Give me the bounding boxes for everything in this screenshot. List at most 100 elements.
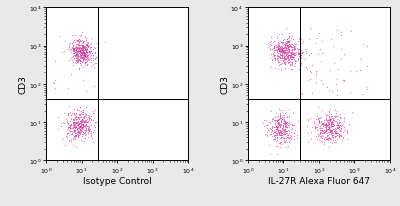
Point xyxy=(298,49,304,52)
Point xyxy=(281,140,288,143)
Point xyxy=(71,120,78,124)
Point xyxy=(76,44,83,48)
Point xyxy=(282,122,289,125)
Point xyxy=(275,145,282,148)
Point xyxy=(90,129,97,132)
Point xyxy=(68,139,74,143)
Point xyxy=(337,116,344,119)
Point xyxy=(275,43,281,46)
Point xyxy=(80,48,86,52)
Point xyxy=(288,49,295,53)
Point xyxy=(331,62,337,66)
Point xyxy=(286,49,292,52)
Point xyxy=(91,46,98,49)
Point xyxy=(79,52,85,55)
Point xyxy=(80,123,86,126)
Point xyxy=(72,129,78,132)
Point xyxy=(274,125,281,129)
Point xyxy=(329,134,336,137)
Point xyxy=(92,121,99,124)
Point xyxy=(315,118,322,121)
Point xyxy=(82,47,88,51)
Point xyxy=(64,119,70,122)
Point xyxy=(71,124,78,127)
Point xyxy=(75,127,81,130)
Point xyxy=(82,39,89,42)
Point xyxy=(55,116,62,119)
Point xyxy=(328,121,334,124)
Point xyxy=(74,116,81,119)
Point xyxy=(289,43,295,47)
Point xyxy=(74,53,81,57)
Point xyxy=(326,137,333,141)
Point xyxy=(78,51,84,54)
Point xyxy=(68,73,74,76)
Point xyxy=(75,44,81,47)
Point xyxy=(76,115,83,119)
Point xyxy=(277,133,284,137)
Point xyxy=(278,118,284,122)
Point xyxy=(318,135,324,139)
Point xyxy=(78,52,84,55)
Point xyxy=(281,118,287,121)
Point xyxy=(272,48,279,51)
Point xyxy=(332,126,338,130)
Point xyxy=(76,123,82,126)
Point xyxy=(316,122,322,125)
Point xyxy=(284,132,290,136)
Point xyxy=(328,125,335,128)
Point xyxy=(70,123,77,126)
Point xyxy=(335,126,342,129)
Point xyxy=(68,138,74,141)
Point xyxy=(75,49,82,53)
Point xyxy=(328,122,334,126)
Point xyxy=(320,135,326,138)
Point xyxy=(87,134,94,137)
Point xyxy=(288,128,294,131)
Point xyxy=(330,135,336,139)
Point xyxy=(330,139,337,142)
Point xyxy=(330,123,336,126)
Point xyxy=(347,91,354,95)
Point xyxy=(78,60,85,64)
Point xyxy=(80,46,86,49)
Point xyxy=(66,43,73,46)
Point xyxy=(274,57,280,60)
Point xyxy=(281,119,287,123)
Point xyxy=(318,41,325,44)
Point xyxy=(295,53,302,56)
Point xyxy=(286,135,293,139)
Point xyxy=(312,127,318,130)
Point xyxy=(68,42,75,45)
Point xyxy=(76,123,83,126)
Point xyxy=(283,40,289,43)
Point xyxy=(73,46,80,49)
Point xyxy=(277,46,283,49)
Point xyxy=(282,121,288,125)
Point xyxy=(324,138,331,142)
Point xyxy=(280,136,287,139)
Point xyxy=(80,126,86,129)
Point xyxy=(326,122,332,125)
Point xyxy=(296,68,303,71)
Point xyxy=(278,134,285,137)
Point xyxy=(70,47,76,50)
Point xyxy=(76,114,82,117)
Point xyxy=(75,135,82,138)
Point xyxy=(332,135,338,138)
Point xyxy=(85,54,91,57)
Point xyxy=(92,62,98,65)
Point xyxy=(287,43,294,47)
Point xyxy=(271,54,277,57)
Point xyxy=(278,127,285,130)
Point xyxy=(288,55,294,59)
Point xyxy=(75,131,81,134)
Point xyxy=(74,47,80,50)
Point xyxy=(79,31,85,35)
Point xyxy=(285,128,292,132)
Point xyxy=(78,122,84,125)
Point xyxy=(287,60,293,63)
Point xyxy=(328,138,334,141)
Point xyxy=(70,124,76,127)
Point xyxy=(67,48,73,51)
